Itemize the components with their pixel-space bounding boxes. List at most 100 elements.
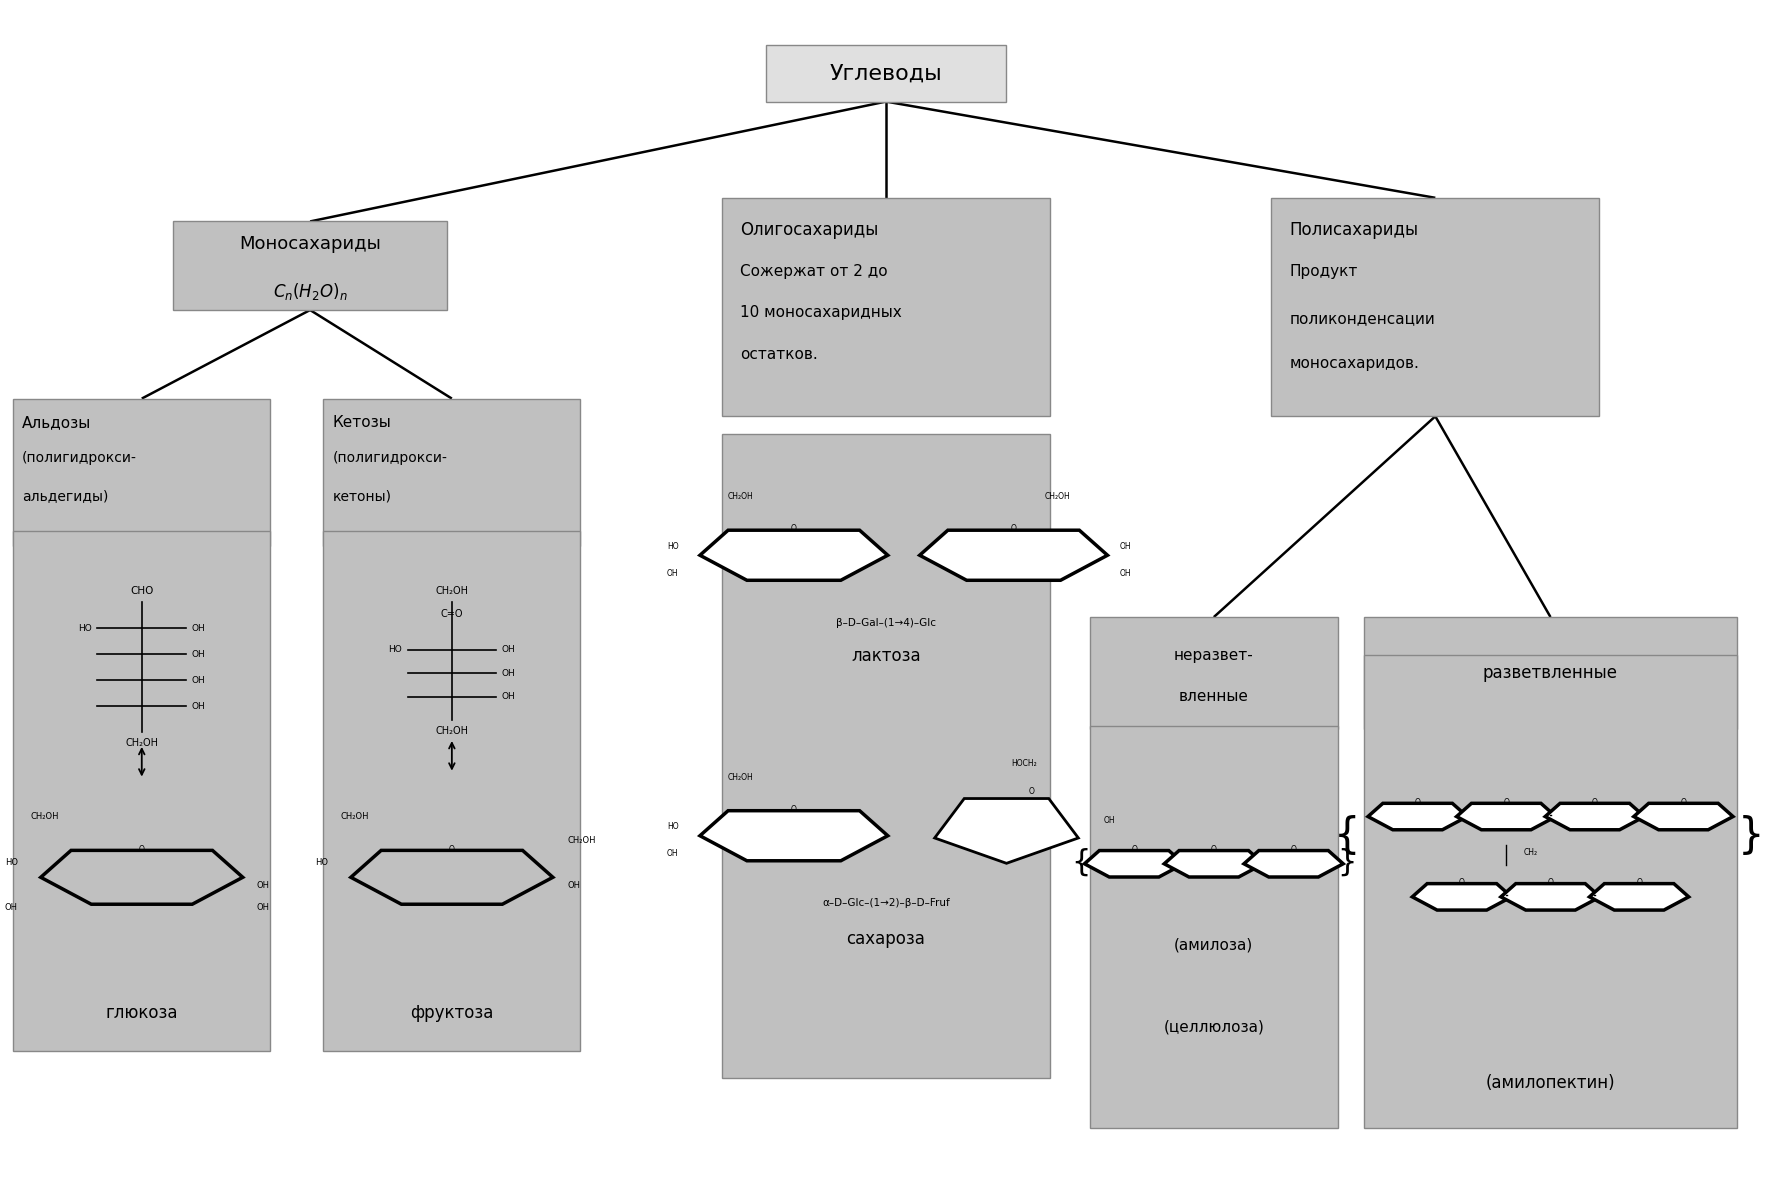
Text: CH₂: CH₂ [1524,848,1538,857]
Text: C=O: C=O [441,609,462,619]
Text: CH₂OH: CH₂OH [728,492,753,501]
Text: β–D–Gal–(1→4)–Glc: β–D–Gal–(1→4)–Glc [836,618,936,628]
Text: O: O [1131,846,1138,854]
FancyBboxPatch shape [174,222,447,309]
Text: лактоза: лактоза [851,647,921,665]
FancyBboxPatch shape [323,399,581,546]
Text: O: O [1591,798,1598,807]
Text: OH: OH [1120,542,1132,550]
Text: Сожержат от 2 до: Сожержат от 2 до [739,265,888,279]
Polygon shape [1457,803,1556,830]
Text: кетоны): кетоны) [331,489,392,503]
Polygon shape [700,530,888,580]
FancyBboxPatch shape [1272,197,1600,417]
Polygon shape [351,850,553,905]
Text: O: O [1503,798,1510,807]
Text: OH: OH [257,881,269,890]
Polygon shape [1412,883,1512,911]
Text: (амилопектин): (амилопектин) [1485,1074,1616,1092]
Text: O: O [1010,524,1017,534]
Text: O: O [1680,798,1687,807]
FancyBboxPatch shape [14,399,269,546]
Text: OH: OH [5,902,18,912]
Polygon shape [1084,850,1184,877]
Text: HO: HO [315,857,328,867]
FancyBboxPatch shape [766,45,1006,102]
Text: OH: OH [191,624,206,633]
FancyBboxPatch shape [1364,655,1737,1128]
Text: глюкоза: глюкоза [106,1004,177,1023]
Text: HOCH₂: HOCH₂ [1012,758,1037,768]
Text: $C_n(H_2O)_n$: $C_n(H_2O)_n$ [273,281,347,302]
Text: фруктоза: фруктоза [409,1004,494,1023]
Text: OH: OH [501,668,516,678]
Text: (полигидрокси-: (полигидрокси- [331,451,447,465]
Text: HO: HO [388,645,402,654]
Text: Углеводы: Углеводы [829,64,943,83]
Text: }: } [1738,815,1763,857]
FancyBboxPatch shape [1090,726,1338,1128]
Text: HO: HO [666,542,679,550]
Text: Кетозы: Кетозы [331,416,392,430]
Text: OH: OH [666,569,679,578]
Text: CH₂OH: CH₂OH [436,587,468,596]
Text: CH₂OH: CH₂OH [728,772,753,782]
Text: OH: OH [191,702,206,711]
Text: поликонденсации: поликонденсации [1290,312,1435,326]
Text: CH₂OH: CH₂OH [436,726,468,736]
Text: CH₂OH: CH₂OH [1045,492,1070,501]
Text: OH: OH [191,650,206,659]
Text: O: O [1636,879,1643,887]
Text: разветвленные: разветвленные [1483,664,1618,683]
Text: (полигидрокси-: (полигидрокси- [23,451,136,465]
Text: α–D–Glc–(1→2)–β–D–Fruf: α–D–Glc–(1→2)–β–D–Fruf [822,899,950,908]
Text: OH: OH [501,692,516,702]
Text: O: O [1030,788,1035,796]
Polygon shape [1545,803,1644,830]
Text: Полисахариды: Полисахариды [1290,221,1418,240]
Text: O: O [1414,798,1421,807]
Polygon shape [1244,850,1343,877]
FancyBboxPatch shape [323,531,581,1051]
Text: {: { [1334,815,1359,857]
Text: CH₂OH: CH₂OH [30,811,58,821]
Text: O: O [448,844,455,854]
Polygon shape [920,530,1108,580]
Polygon shape [1164,850,1263,877]
Text: OH: OH [666,849,679,859]
Polygon shape [1634,803,1733,830]
Polygon shape [934,798,1079,863]
Polygon shape [700,810,888,861]
Text: неразвет-: неразвет- [1173,648,1255,663]
FancyBboxPatch shape [14,531,269,1051]
Text: Олигосахариды: Олигосахариды [739,221,879,240]
Text: O: O [1458,879,1465,887]
Text: {: { [1072,848,1090,876]
Text: моносахаридов.: моносахаридов. [1290,357,1419,371]
Polygon shape [1589,883,1689,911]
FancyBboxPatch shape [1364,616,1737,729]
Text: OH: OH [1104,816,1116,826]
Text: OH: OH [567,881,579,890]
Text: O: O [790,524,797,534]
Text: 10 моносахаридных: 10 моносахаридных [739,306,902,320]
Text: Моносахариды: Моносахариды [239,235,381,254]
Text: остатков.: остатков. [739,347,817,361]
Polygon shape [1501,883,1600,911]
Text: O: O [790,805,797,814]
Text: HO: HO [78,624,92,633]
Text: (амилоза): (амилоза) [1175,938,1253,952]
Text: вленные: вленные [1178,690,1249,704]
Polygon shape [1368,803,1467,830]
Polygon shape [41,850,243,905]
Text: HO: HO [666,822,679,831]
FancyBboxPatch shape [721,197,1049,417]
Text: Альдозы: Альдозы [23,416,92,430]
Text: CH₂OH: CH₂OH [126,738,158,748]
Text: OH: OH [257,902,269,912]
Text: альдегиды): альдегиды) [23,489,108,503]
Text: OH: OH [501,645,516,654]
Text: }: } [1338,848,1356,876]
Text: O: O [1210,846,1217,854]
FancyBboxPatch shape [1090,616,1338,729]
